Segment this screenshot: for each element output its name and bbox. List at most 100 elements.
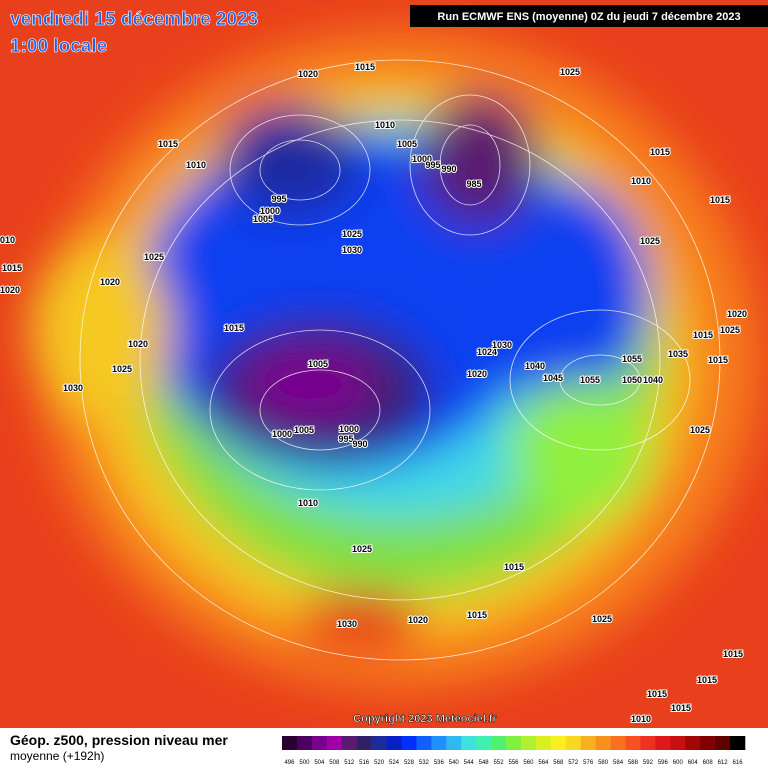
colorbar-swatch [625, 736, 641, 750]
isobar-label: 1015 [650, 147, 670, 157]
isobar-label: 1025 [112, 364, 132, 374]
isobar-label: 1000 [412, 154, 432, 164]
colorbar-swatch [431, 736, 447, 750]
isobar-label: 1035 [668, 349, 688, 359]
isobar-label: 1010 [298, 498, 318, 508]
isobar-label: 990 [352, 439, 367, 449]
isobar-label: 1015 [671, 703, 691, 713]
isobar-label: 1040 [525, 361, 545, 371]
colorbar-label: 608 [703, 760, 714, 766]
isobar-label: 1015 [723, 649, 743, 659]
isobar-label: 1005 [294, 425, 314, 435]
isobar-label: 1015 [697, 675, 717, 685]
isobar-label: 1005 [253, 214, 273, 224]
colorbar-label: 600 [673, 760, 684, 766]
isobar-label: 995 [271, 194, 286, 204]
colorbar-label: 560 [523, 760, 534, 766]
isobar-label: 1010 [186, 160, 206, 170]
isobar-label: 1020 [467, 369, 487, 379]
isobar-label: 1015 [504, 562, 524, 572]
isobar-label: 1015 [224, 323, 244, 333]
isobar-label: 1000 [260, 206, 280, 216]
isobar-label: 1000 [339, 424, 359, 434]
isobar-label: 1030 [63, 383, 83, 393]
colorbar-swatch [491, 736, 507, 750]
isobar-label: 1045 [543, 373, 563, 383]
isobar-label: 1015 [467, 610, 487, 620]
colorbar-label: 516 [359, 760, 370, 766]
colorbar-label: 596 [658, 760, 669, 766]
colorbar-swatch [580, 736, 596, 750]
colorbar-swatch [416, 736, 432, 750]
colorbar-label: 536 [434, 760, 445, 766]
colorbar-label: 512 [344, 760, 355, 766]
colorbar-label: 496 [284, 760, 295, 766]
isobar-label: 995 [425, 160, 440, 170]
colorbar-swatch [282, 736, 298, 750]
colorbar-label: 592 [643, 760, 654, 766]
isobar-label: 1025 [352, 544, 372, 554]
isobar-label: 1005 [308, 359, 328, 369]
isobar-label: 1010 [0, 235, 15, 245]
colorbar-swatch [730, 736, 746, 750]
isobar-label: 1020 [128, 339, 148, 349]
isobar-label: 1015 [647, 689, 667, 699]
isobar-label: 1020 [0, 285, 20, 295]
colorbar-swatch [326, 736, 343, 750]
colorbar-label: 584 [613, 760, 624, 766]
colorbar-label: 556 [508, 760, 519, 766]
colorbar-swatch [296, 736, 313, 750]
colorbar-swatch [535, 736, 552, 750]
colorbar-swatch [401, 736, 417, 750]
isobar-label: 1020 [100, 277, 120, 287]
isobar-label: 1020 [727, 309, 747, 319]
isobar-label: 1020 [408, 615, 428, 625]
isobar-label: 1000 [272, 429, 292, 439]
colorbar-swatch [595, 736, 611, 750]
map-background [0, 0, 768, 728]
isobar-label: 985 [466, 179, 481, 189]
isobar-label: 1015 [708, 355, 728, 365]
colorbar-label: 520 [374, 760, 385, 766]
isobar-label: 1025 [592, 614, 612, 624]
colorbar-label: 540 [449, 760, 460, 766]
colorbar-label: 588 [628, 760, 639, 766]
isobar-label: 1030 [492, 340, 512, 350]
isobar-label: 1025 [640, 236, 660, 246]
colorbar-label: 616 [733, 760, 744, 766]
isobar-label: 1055 [622, 354, 642, 364]
colorbar-swatch [446, 736, 462, 750]
colorbar-swatch [506, 736, 522, 750]
colorbar-label: 508 [329, 760, 340, 766]
isobar-label: 1030 [342, 245, 362, 255]
isobar-label: 1010 [631, 176, 651, 186]
isobar-label: 1015 [710, 195, 730, 205]
isobar-label: 1005 [397, 139, 417, 149]
colorbar-label: 504 [314, 760, 325, 766]
isobar-label: 1040 [643, 375, 663, 385]
colorbar-label: 544 [464, 760, 475, 766]
isobar-label: 1025 [342, 229, 362, 239]
colorbar-swatch [550, 736, 567, 750]
colorbar-swatch [311, 736, 328, 750]
isobar-label: 1015 [158, 139, 178, 149]
footer-line2: moyenne (+192h) [10, 749, 104, 763]
colorbar-label: 552 [494, 760, 505, 766]
colorbar-swatch [655, 736, 671, 750]
run-info: Run ECMWF ENS (moyenne) 0Z du jeudi 7 dé… [437, 11, 740, 23]
isobar-label: 1010 [631, 714, 651, 724]
colorbar-swatch [700, 736, 716, 750]
isobar-label: 990 [441, 164, 456, 174]
colorbar-label: 564 [538, 760, 549, 766]
colorbar-label: 524 [389, 760, 400, 766]
colorbar-swatch [685, 736, 701, 750]
colorbar-swatch [715, 736, 731, 750]
isobar-label: 1030 [337, 619, 357, 629]
colorbar-label: 576 [583, 760, 594, 766]
colorbar-swatch [520, 736, 537, 750]
colorbar-label: 572 [568, 760, 579, 766]
isobar-label: 1010 [375, 120, 395, 130]
